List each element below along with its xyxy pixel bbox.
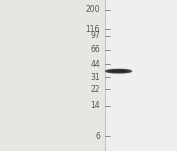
Text: 97: 97 xyxy=(90,31,100,40)
Ellipse shape xyxy=(105,69,132,73)
Bar xyxy=(105,0,177,151)
Text: 66: 66 xyxy=(90,45,100,54)
Text: 14: 14 xyxy=(90,101,100,110)
Text: 31: 31 xyxy=(90,72,100,82)
Text: 200: 200 xyxy=(85,5,100,14)
Text: 116: 116 xyxy=(86,25,100,34)
Text: 44: 44 xyxy=(90,60,100,69)
Text: 22: 22 xyxy=(90,85,100,94)
Ellipse shape xyxy=(106,70,131,73)
Text: 6: 6 xyxy=(95,132,100,141)
Ellipse shape xyxy=(110,70,127,72)
